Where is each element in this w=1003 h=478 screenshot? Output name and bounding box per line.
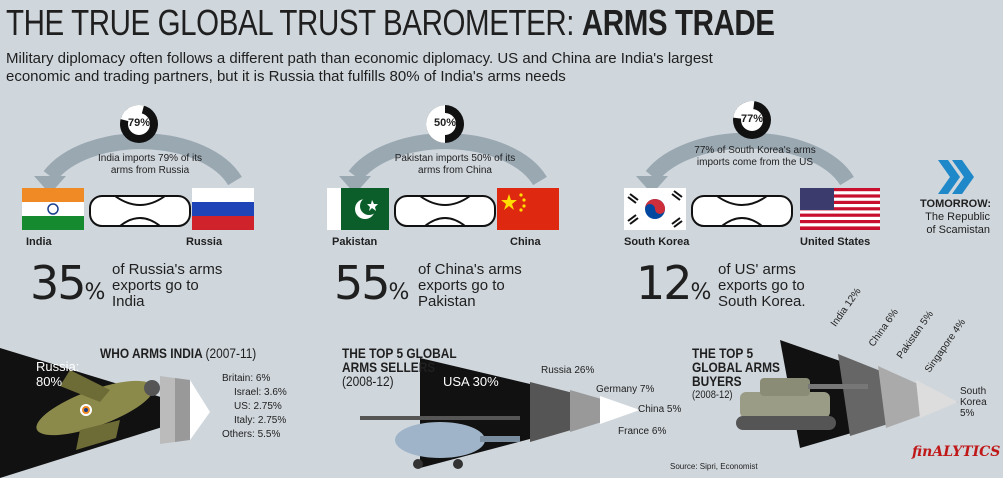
export-percent: 55% — [334, 256, 409, 310]
list-item: Russia 26% — [541, 365, 595, 376]
export-text: of US' arms exports go to South Korea. — [718, 261, 806, 310]
country-left: Pakistan — [332, 236, 378, 248]
pair-caption: 77% of South Korea's arms imports come f… — [694, 145, 816, 168]
who-arms-india-title: WHO ARMS INDIA (2007-11) — [100, 345, 257, 361]
intro-text: Military diplomacy often follows a diffe… — [6, 50, 713, 85]
tank-icon — [736, 378, 868, 430]
title-bold: ARMS TRADE — [581, 2, 775, 43]
pair-caption: India imports 79% of its arms from Russi… — [98, 153, 202, 176]
handshake-icon — [394, 195, 496, 227]
list-item: Israel: 3.6% — [234, 387, 287, 398]
country-right: China — [510, 236, 541, 248]
tomorrow-block: TOMORROW: The Republic of Scamistan — [920, 198, 992, 237]
buyers-title: THE TOP 5 GLOBAL ARMS BUYERS (2008-12) — [692, 345, 780, 401]
who-arms-india-graphic — [0, 348, 210, 478]
list-item: South Korea 5% — [960, 386, 987, 419]
pair-korea-us-graphic — [624, 101, 880, 230]
export-text: of China's arms exports go to Pakistan — [418, 261, 522, 310]
handshake-icon — [89, 195, 191, 227]
country-right: Russia — [186, 236, 223, 248]
handshake-icon — [691, 195, 793, 227]
list-item: Italy: 2.75% — [234, 415, 287, 426]
arms-buyers-graphic — [736, 340, 958, 448]
who-arms-india-main: Russia: 80% — [36, 359, 80, 389]
usa-flag-icon — [800, 188, 880, 230]
pakistan-flag-icon — [327, 188, 389, 230]
source-text: Source: Sipri, Economist — [670, 462, 758, 471]
arrow-head-icon — [339, 176, 371, 194]
russia-flag-icon — [192, 188, 254, 230]
donut-label: 79% — [127, 117, 151, 129]
page-title: THE TRUE GLOBAL TRUST BAROMETER: ARMS TR… — [6, 2, 775, 44]
export-text: of Russia's arms exports go to India — [112, 261, 223, 310]
arrow-head-icon — [34, 176, 66, 194]
india-flag-icon — [22, 188, 84, 230]
pair-india-russia-graphic — [22, 105, 254, 230]
logo: finALYTICS — [912, 444, 1001, 460]
helicopter-icon — [360, 416, 520, 469]
country-right: United States — [800, 236, 871, 248]
arms-sellers-graphic — [360, 358, 640, 469]
chevrons-icon — [938, 160, 974, 194]
sellers-title: THE TOP 5 GLOBAL ARMS SELLERS (2008-12) — [342, 345, 457, 389]
arrow-head-icon — [636, 176, 668, 194]
list-item: Britain: 6% — [222, 373, 271, 384]
tomorrow-text: The Republic of Scamistan — [925, 211, 990, 236]
title-light: THE TRUE GLOBAL TRUST BAROMETER: — [6, 2, 582, 43]
south-korea-flag-icon — [624, 188, 686, 230]
country-left: South Korea — [624, 236, 690, 248]
list-item: Others: 5.5% — [222, 429, 281, 440]
china-flag-icon — [497, 188, 559, 230]
list-item: Germany 7% — [596, 384, 655, 395]
export-percent: 35% — [30, 256, 105, 310]
list-item: China 5% — [638, 404, 682, 415]
pair-caption: Pakistan imports 50% of its arms from Ch… — [394, 153, 516, 176]
fighter-plane-icon — [36, 370, 160, 450]
pair-pakistan-china-graphic — [327, 105, 559, 230]
tomorrow-label: TOMORROW: — [920, 198, 992, 210]
donut-label: 50% — [433, 117, 457, 129]
list-item: US: 2.75% — [234, 401, 282, 412]
export-percent: 12% — [636, 256, 711, 310]
donut-label: 77% — [740, 113, 764, 125]
list-item: France 6% — [618, 426, 667, 437]
sellers-main: USA 30% — [443, 374, 499, 389]
country-left: India — [26, 236, 52, 248]
